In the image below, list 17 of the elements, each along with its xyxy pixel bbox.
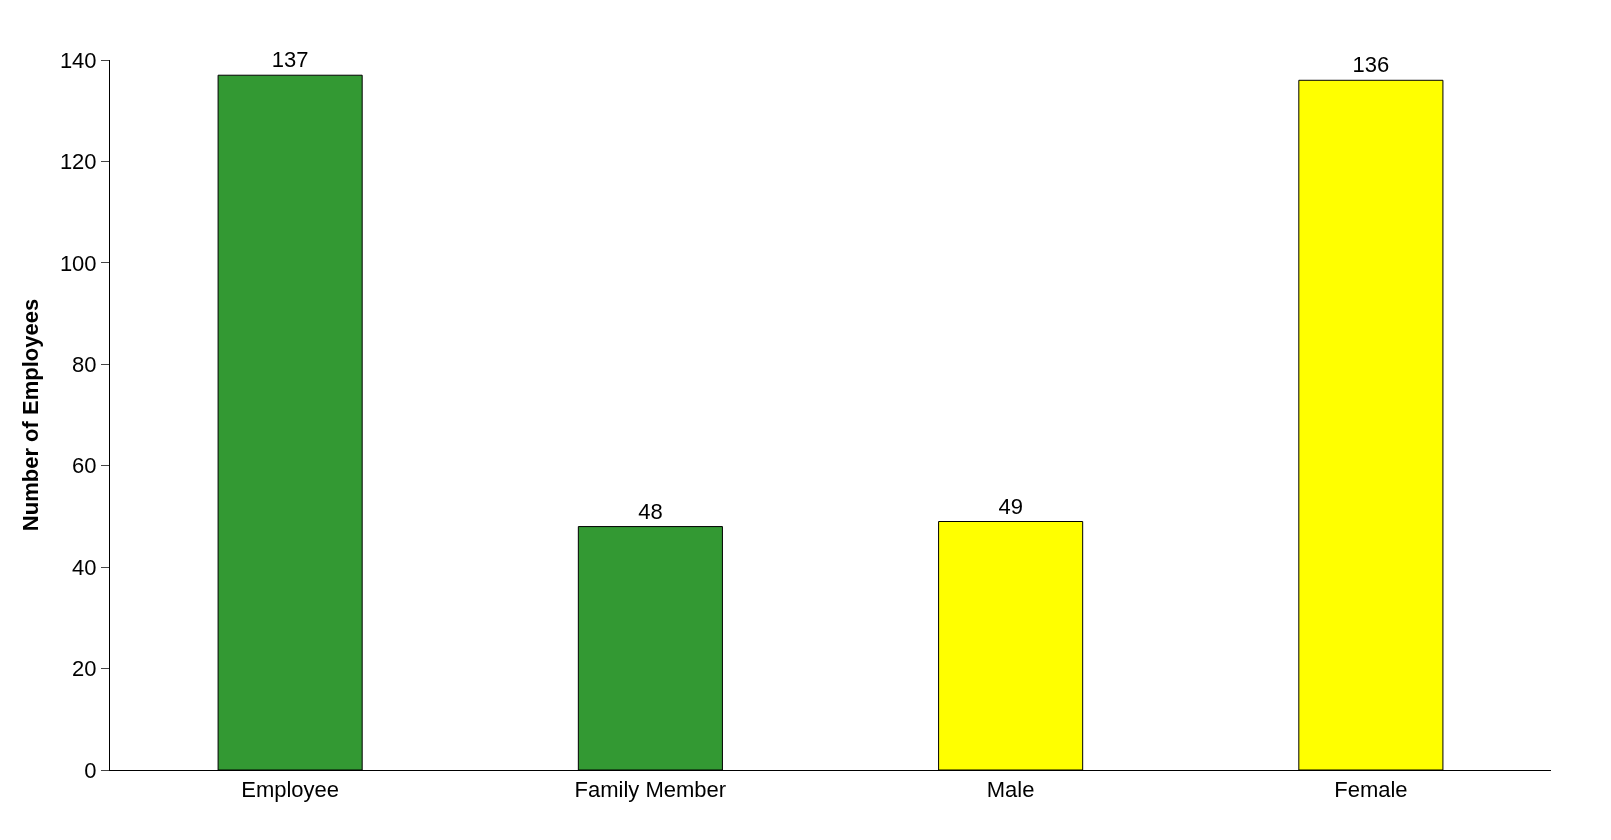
x-tick-label: Family Member: [574, 777, 727, 803]
y-axis-title: Number of Employees: [17, 298, 43, 532]
y-tick-label: 0: [84, 757, 97, 783]
y-tick-label: 60: [72, 453, 97, 479]
data-label: 49: [998, 493, 1023, 519]
data-label: 48: [638, 498, 663, 524]
y-tick-label: 80: [72, 351, 97, 377]
y-tick-label: 120: [59, 149, 97, 175]
y-tick-label: 40: [72, 554, 97, 580]
x-tick-label: Employee: [241, 777, 340, 803]
x-tick-label: Female: [1334, 777, 1408, 803]
y-tick-label: 140: [59, 47, 97, 73]
x-tick-label: Male: [986, 777, 1035, 803]
y-tick-label: 20: [72, 656, 97, 682]
data-label: 137: [271, 47, 309, 73]
y-tick-label: 100: [59, 250, 97, 276]
data-label: 136: [1352, 52, 1390, 78]
